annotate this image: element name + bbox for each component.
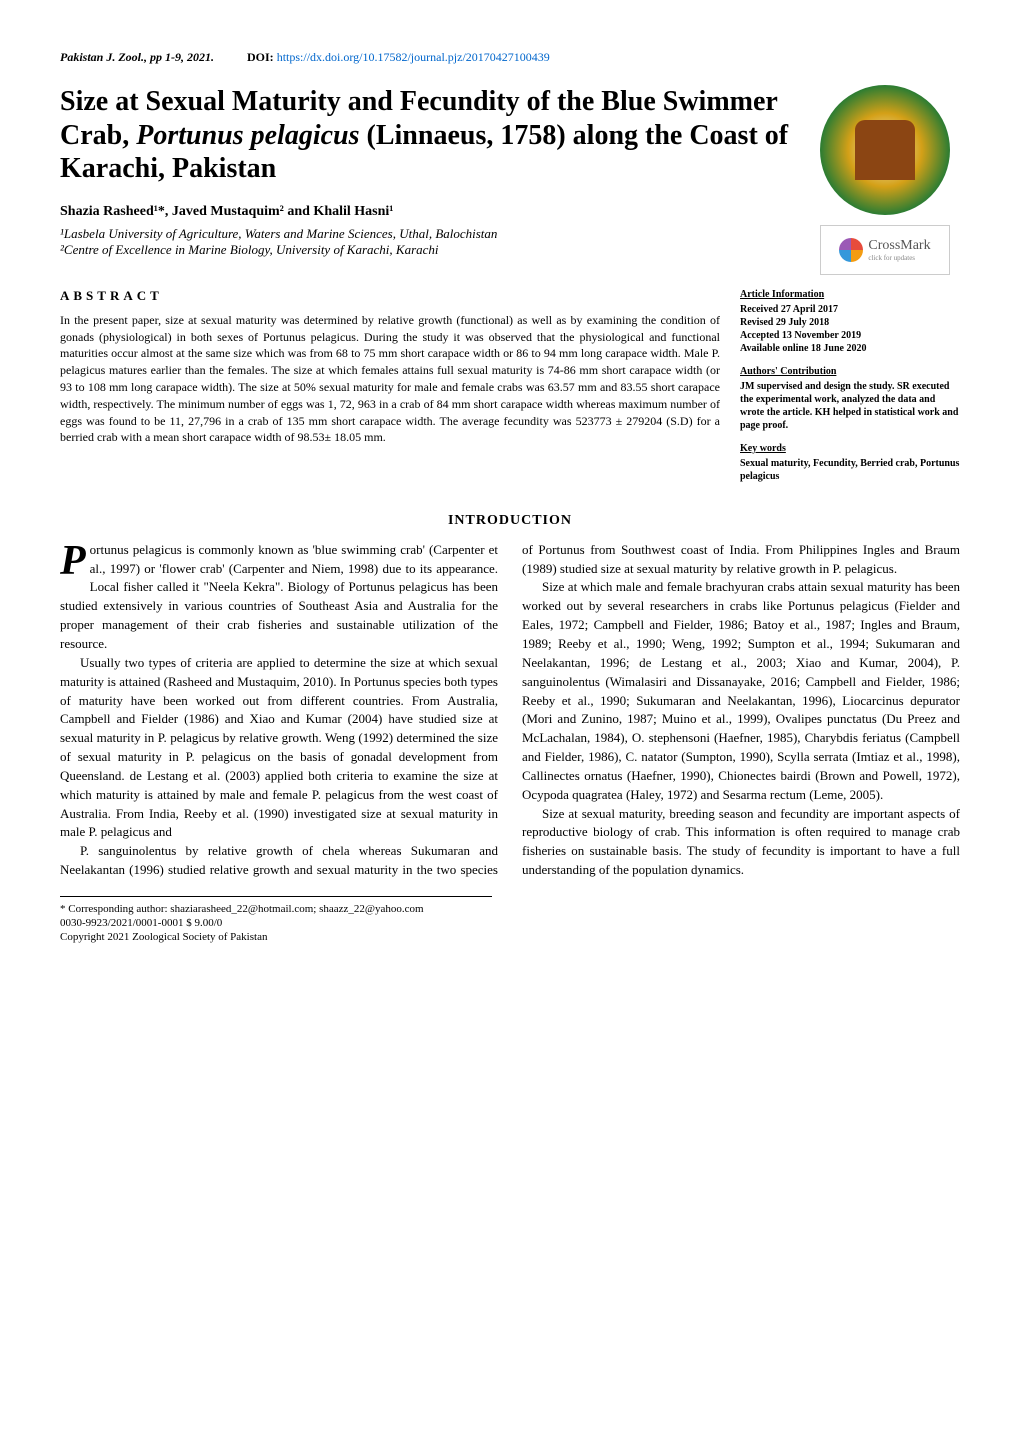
- affiliation-1: ¹Lasbela University of Agriculture, Wate…: [60, 226, 790, 242]
- crossmark-label: CrossMark: [868, 238, 930, 254]
- issn: 0030-9923/2021/0001-0001 $ 9.00/0: [60, 917, 492, 929]
- available-date: Available online 18 June 2020: [740, 342, 960, 355]
- journal-header: Pakistan J. Zool., pp 1-9, 2021. DOI: ht…: [60, 50, 960, 65]
- corresponding-author: * Corresponding author: shaziarasheed_22…: [60, 903, 492, 915]
- revised-date: Revised 29 July 2018: [740, 316, 960, 329]
- title-species: Portunus pelagicus: [136, 120, 359, 151]
- keywords-heading: Key words: [740, 442, 960, 455]
- society-logo: [820, 85, 950, 215]
- crossmark-icon: [839, 238, 863, 262]
- crossmark-badge[interactable]: CrossMark click for updates: [820, 225, 950, 275]
- copyright: Copyright 2021 Zoological Society of Pak…: [60, 931, 492, 943]
- intro-p1: Portunus pelagicus is commonly known as …: [60, 541, 498, 654]
- intro-p4: Size at which male and female brachyuran…: [522, 578, 960, 804]
- authors-contribution-heading: Authors' Contribution: [740, 365, 960, 378]
- crossmark-sub: click for updates: [868, 254, 930, 262]
- intro-p5: Size at sexual maturity, breeding season…: [522, 805, 960, 880]
- affiliation-2: ²Centre of Excellence in Marine Biology,…: [60, 242, 790, 258]
- keywords-text: Sexual maturity, Fecundity, Berried crab…: [740, 457, 960, 483]
- doi-link[interactable]: https://dx.doi.org/10.17582/journal.pjz/…: [277, 50, 550, 64]
- introduction-heading: INTRODUCTION: [60, 513, 960, 529]
- article-title: Size at Sexual Maturity and Fecundity of…: [60, 85, 790, 186]
- abstract-text: In the present paper, size at sexual mat…: [60, 312, 720, 446]
- authors-contribution-text: JM supervised and design the study. SR e…: [740, 380, 960, 432]
- authors: Shazia Rasheed¹*, Javed Mustaquim² and K…: [60, 204, 790, 220]
- introduction-body: Portunus pelagicus is commonly known as …: [60, 541, 960, 880]
- dropcap: P: [60, 541, 90, 581]
- abstract-heading: ABSTRACT: [60, 288, 720, 304]
- article-info-heading: Article Information: [740, 288, 960, 301]
- accepted-date: Accepted 13 November 2019: [740, 329, 960, 342]
- footer: * Corresponding author: shaziarasheed_22…: [60, 896, 492, 943]
- received-date: Received 27 April 2017: [740, 303, 960, 316]
- affiliations: ¹Lasbela University of Agriculture, Wate…: [60, 226, 790, 258]
- journal-name: Pakistan J. Zool., pp 1-9, 2021.: [60, 50, 214, 64]
- doi-label: DOI:: [247, 50, 274, 64]
- intro-p2: Usually two types of criteria are applie…: [60, 654, 498, 842]
- article-sidebar: Article Information Received 27 April 20…: [740, 288, 960, 493]
